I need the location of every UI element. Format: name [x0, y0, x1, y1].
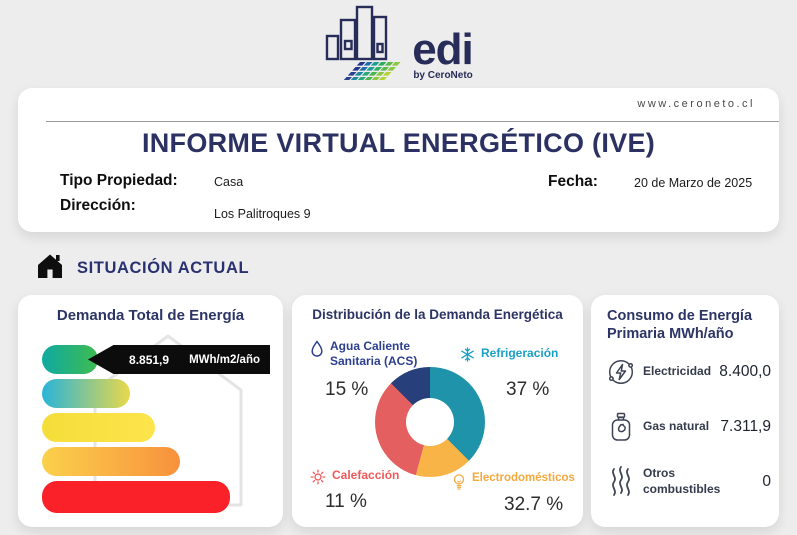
consumo-value: 7.311,9 [720, 418, 771, 435]
consumo-row-electricidad: Electricidad 8.400,0 [591, 353, 779, 391]
legend-acs: Agua Caliente Sanitaria (ACS) [310, 339, 438, 369]
card-distribucion-title: Distribución de la Demanda Energética [312, 307, 563, 322]
demand-unit: MWh/m2/año [189, 353, 260, 366]
gas-icon [606, 411, 636, 443]
energy-scale-bar [42, 481, 230, 513]
sun-icon [310, 469, 326, 485]
header-card: www.ceroneto.cl INFORME VIRTUAL ENERGÉTI… [18, 88, 779, 232]
snowflake-icon [460, 347, 475, 362]
website-link[interactable]: www.ceroneto.cl [637, 98, 755, 110]
energy-rating-scale [42, 345, 230, 518]
legend-electrodomesticos-pct: 32.7 % [504, 494, 564, 515]
house-icon [36, 252, 64, 284]
logo-brand: edi [412, 24, 474, 74]
legend-refrigeracion-label: Refrigeración [481, 346, 559, 360]
legend-calefaccion: Calefacción [310, 468, 399, 485]
fecha-value: 20 de Marzo de 2025 [634, 176, 753, 190]
legend-calefaccion-label: Calefacción [332, 468, 400, 482]
consumo-row-otros: Otros combustibles 0 [591, 463, 779, 501]
legend-electrodomesticos-label: Electrodomésticos [472, 472, 575, 484]
section-title: SITUACIÓN ACTUAL [77, 258, 250, 277]
demand-value: 8.851,9 [129, 352, 170, 367]
header-divider [46, 121, 779, 122]
card-consumo: Consumo de Energía Primaria MWh/año Elec… [591, 295, 779, 527]
card-consumo-title: Consumo de Energía Primaria MWh/año [607, 308, 753, 343]
legend-acs-label: Agua Caliente Sanitaria (ACS) [330, 339, 418, 368]
legend-calefaccion-pct: 11 % [325, 491, 367, 512]
consumo-value: 0 [762, 473, 771, 490]
direccion-value: Los Palitroques 9 [214, 207, 311, 221]
consumo-label: Electricidad [643, 364, 712, 379]
card-demanda-total: Demanda Total de Energía 8.851,9 MWh/m2/… [18, 295, 283, 527]
tipo-propiedad-label: Tipo Propiedad: [60, 172, 178, 189]
page-title: INFORME VIRTUAL ENERGÉTICO (IVE) [141, 128, 656, 158]
consumo-label: Gas natural [643, 419, 710, 434]
consumo-row-gas: Gas natural 7.311,9 [591, 408, 779, 446]
bulb-icon [452, 473, 466, 491]
card-demanda-title: Demanda Total de Energía [56, 307, 245, 324]
waterdrop-icon [310, 340, 324, 358]
section-situacion-actual: SITUACIÓN ACTUAL [36, 252, 249, 284]
consumo-label: Otros combustibles [643, 466, 721, 496]
fecha-label: Fecha: [548, 173, 598, 190]
logo: edi by CeroNeto [0, 4, 797, 85]
tipo-propiedad-value: Casa [214, 175, 244, 189]
energy-scale-bar [42, 413, 155, 442]
electricity-icon [606, 357, 636, 387]
demand-value-tag: 8.851,9 MWh/m2/año [88, 345, 270, 374]
legend-refrigeracion: Refrigeración [460, 346, 558, 362]
fuel-icon [606, 465, 636, 499]
legend-electrodomesticos: Electrodomésticos [452, 472, 575, 491]
edi-buildings-logo-icon [324, 4, 406, 85]
card-distribucion: Distribución de la Demanda Energética Ag… [292, 295, 583, 527]
direccion-label: Dirección: [60, 197, 136, 214]
consumo-value: 8.400,0 [719, 363, 771, 380]
legend-refrigeracion-pct: 37 % [506, 379, 550, 400]
energy-scale-bar [42, 379, 130, 408]
legend-acs-pct: 15 % [325, 379, 369, 400]
logo-byline: by CeroNeto [413, 70, 473, 81]
demand-donut [375, 367, 485, 477]
energy-scale-bar [42, 447, 180, 476]
donut-hole [406, 398, 454, 446]
